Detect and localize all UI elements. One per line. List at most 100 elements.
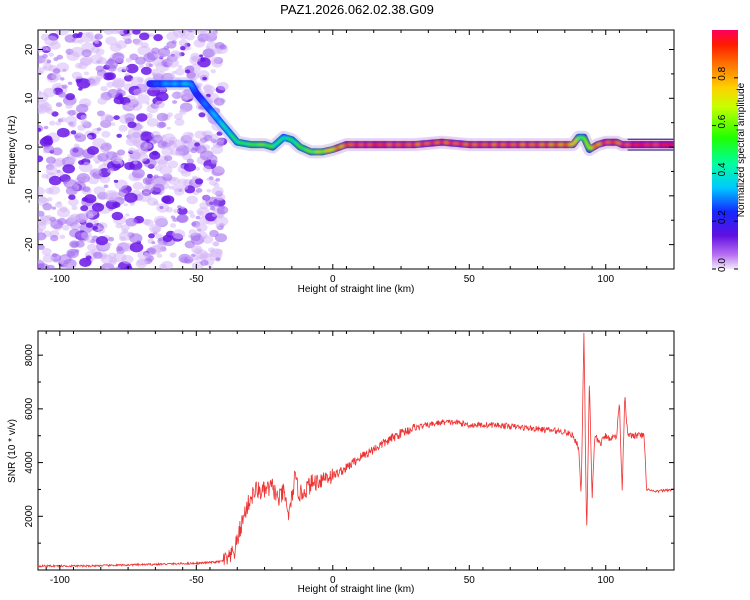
noise-blob — [186, 46, 192, 50]
noise-blob — [202, 165, 212, 173]
noise-blob — [167, 160, 179, 169]
noise-blob — [38, 263, 50, 269]
noise-blob — [61, 84, 68, 89]
noise-blob — [208, 155, 214, 160]
noise-blob — [151, 68, 159, 75]
noise-blob — [115, 56, 125, 64]
noise-blob — [184, 69, 191, 74]
noise-blob — [125, 265, 133, 269]
noise-blob — [96, 127, 102, 131]
noise-blob — [86, 238, 93, 243]
figure-title: PAZ1.2026.062.02.38.G09 — [280, 2, 434, 17]
noise-blob — [40, 102, 52, 112]
noise-blob — [94, 168, 102, 174]
noise-blob — [137, 45, 151, 56]
noise-blob — [76, 103, 89, 114]
noise-blob — [113, 179, 119, 183]
noise-blob — [42, 148, 49, 154]
noise-blob — [195, 178, 204, 185]
y-tick-label: 2000 — [24, 505, 35, 528]
noise-blob — [58, 91, 67, 98]
noise-blob — [203, 134, 213, 142]
x-tick-label: -100 — [50, 274, 70, 285]
noise-blob — [87, 134, 93, 139]
noise-blob — [155, 91, 169, 102]
noise-blob — [70, 213, 80, 220]
noise-blob — [159, 165, 173, 176]
noise-blob — [133, 88, 144, 97]
noise-blob — [38, 155, 44, 163]
noise-blob — [41, 173, 49, 179]
noise-blob — [112, 79, 125, 89]
noise-blob — [79, 257, 92, 267]
noise-blob — [195, 215, 201, 220]
noise-blob — [179, 109, 185, 113]
noise-blob — [39, 215, 50, 223]
noise-blob — [135, 259, 148, 269]
noise-blob — [184, 240, 195, 249]
y-tick-label: -20 — [24, 237, 35, 252]
spectrogram-ylabel: Frequency (Hz) — [7, 116, 18, 185]
noise-blob — [77, 132, 83, 136]
noise-blob — [212, 213, 217, 217]
noise-blob — [166, 126, 171, 130]
noise-blob — [91, 202, 105, 212]
noise-blob — [161, 260, 174, 269]
noise-blob — [186, 71, 196, 79]
noise-blob — [142, 184, 154, 194]
noise-blob — [152, 183, 165, 193]
noise-blob — [105, 59, 119, 69]
noise-blob — [132, 99, 138, 105]
y-tick-label: 4000 — [24, 451, 35, 474]
noise-blob — [213, 47, 223, 55]
noise-blob — [38, 221, 47, 232]
noise-blob — [174, 118, 185, 126]
noise-blob — [177, 214, 189, 223]
noise-blob — [69, 146, 84, 157]
noise-blob — [158, 71, 165, 76]
noise-blob — [127, 121, 137, 129]
spectrogram-ridge — [143, 77, 674, 159]
noise-blob — [171, 93, 177, 98]
noise-blob — [156, 112, 169, 122]
noise-blob — [191, 245, 203, 254]
noise-blob — [194, 142, 201, 147]
noise-blob — [200, 235, 206, 240]
noise-blob — [119, 242, 125, 247]
noise-blob — [206, 41, 218, 50]
noise-blob — [56, 127, 70, 138]
noise-blob — [132, 30, 141, 35]
noise-blob — [38, 210, 45, 217]
noise-blob — [51, 111, 59, 117]
noise-blob — [124, 102, 134, 110]
noise-blob — [81, 49, 92, 58]
y-tick-label: -10 — [24, 188, 35, 203]
noise-blob — [198, 112, 206, 118]
colorbar: 0.0 0.2 0.4 0.6 0.8 Normalized spectral ampl… — [712, 30, 747, 272]
noise-blob — [171, 70, 177, 75]
noise-blob — [137, 191, 152, 202]
noise-blob — [210, 159, 218, 165]
noise-blob — [196, 82, 203, 87]
noise-blob — [111, 211, 124, 221]
noise-blob — [175, 68, 185, 76]
noise-blob — [95, 65, 105, 73]
noise-blob — [198, 210, 204, 215]
noise-blob — [92, 138, 106, 148]
noise-blob — [71, 205, 78, 211]
noise-blob — [47, 197, 53, 202]
noise-blob — [144, 142, 153, 149]
noise-blob — [144, 219, 154, 227]
noise-blob — [125, 63, 139, 74]
noise-blob — [211, 186, 224, 196]
noise-blob — [51, 206, 57, 210]
x-tick-label: 50 — [464, 274, 476, 285]
x-tick-label: 0 — [330, 575, 336, 586]
noise-blob — [105, 192, 118, 202]
snr-panel: -100 -50 0 50 100 2000 4000 6000 8000 Height of … — [7, 330, 675, 595]
noise-blob — [123, 203, 128, 207]
noise-blob — [136, 113, 148, 122]
noise-blob — [116, 133, 122, 138]
noise-blob — [94, 160, 100, 164]
